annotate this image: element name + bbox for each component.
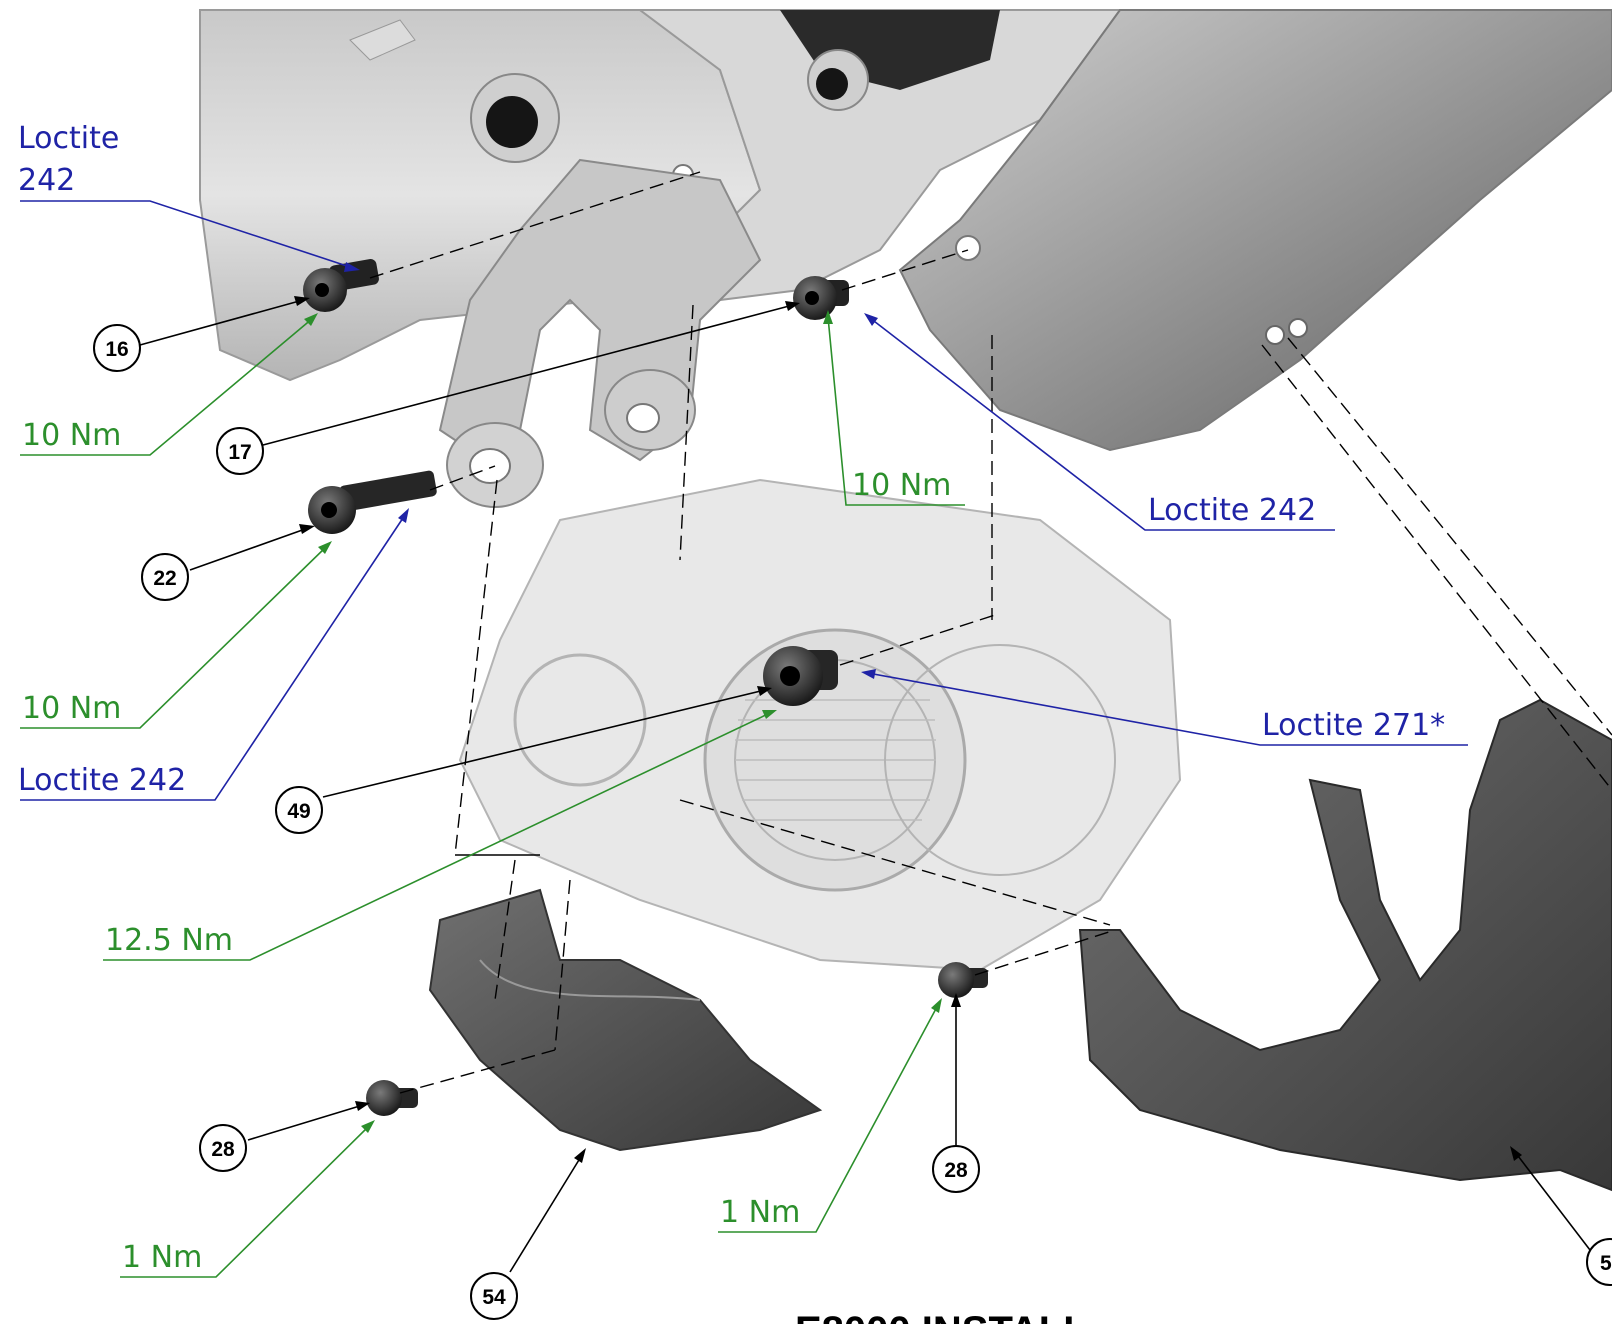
assembly-axes — [369, 171, 1612, 1094]
loctite-271-label: Loctite 271* — [1262, 708, 1445, 743]
torque-1nm-label-left: 1 Nm — [122, 1240, 202, 1275]
loctite-242-label-top-line2: 242 — [18, 163, 75, 198]
callout-22: 22 — [141, 553, 189, 601]
callout-leaders — [139, 296, 1591, 1273]
callout-17-number: 17 — [228, 441, 251, 464]
bolt-28-left — [366, 1080, 418, 1116]
torque-leaders — [20, 310, 965, 1278]
callout-49: 49 — [275, 786, 323, 834]
motor-bracket — [438, 158, 762, 508]
section-title: E8000 INSTALL — [795, 1309, 1088, 1324]
drive-unit-motor — [458, 478, 1182, 972]
torque-12-5nm-label: 12.5 Nm — [105, 923, 233, 958]
skid-plate-cover — [428, 888, 823, 1152]
torque-10nm-label-center: 10 Nm — [852, 468, 951, 503]
motor-cover — [1078, 698, 1612, 1192]
callout-54: 54 — [470, 1272, 518, 1320]
bolt-17 — [793, 276, 849, 320]
callout-22-number: 22 — [153, 567, 176, 590]
bolt-49 — [763, 646, 838, 706]
callout-28-right: 28 — [932, 1145, 980, 1193]
callout-5x-partial: 5 — [1586, 1238, 1612, 1286]
bolt-16 — [303, 258, 379, 312]
bolt-22 — [308, 470, 437, 534]
torque-10nm-label-left: 10 Nm — [22, 691, 121, 726]
loctite-242-label-right: Loctite 242 — [1148, 493, 1316, 528]
torque-10nm-label-top: 10 Nm — [22, 418, 121, 453]
callout-17: 17 — [216, 427, 264, 475]
callout-49-number: 49 — [287, 800, 310, 823]
callout-28-left-number: 28 — [211, 1138, 235, 1161]
callout-28-right-number: 28 — [944, 1159, 968, 1182]
callout-5x-number: 5 — [1600, 1252, 1612, 1275]
bike-frame — [199, 9, 1612, 452]
callout-28-left: 28 — [199, 1124, 247, 1172]
callout-16-number: 16 — [105, 338, 128, 361]
loctite-242-label-left: Loctite 242 — [18, 763, 186, 798]
callout-16: 16 — [93, 324, 141, 372]
loctite-leaders — [20, 200, 1468, 801]
torque-1nm-label-center: 1 Nm — [720, 1195, 800, 1230]
callout-54-number: 54 — [482, 1286, 506, 1309]
loctite-242-label-top: Loctite — [18, 121, 119, 156]
